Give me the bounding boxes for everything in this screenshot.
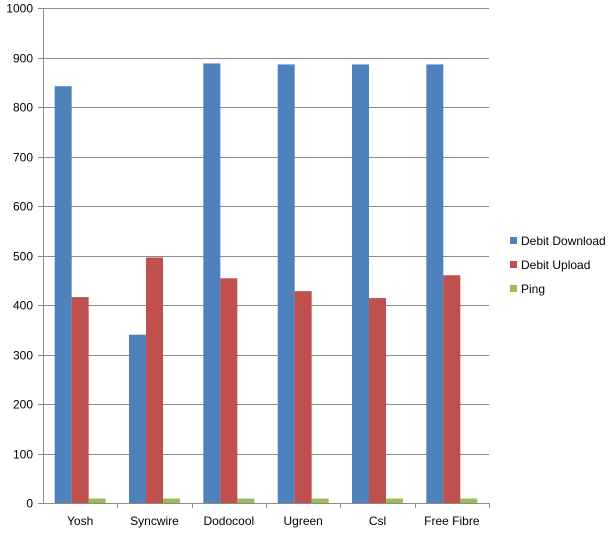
y-tick-label: 100 [13,448,33,462]
legend: Debit Download Debit Upload Ping [510,234,606,296]
x-tick-label: Ugreen [283,514,322,528]
bar-debit-upload [146,257,163,503]
legend-label: Ping [521,282,545,296]
bar-ping [88,498,106,503]
y-tick-label: 1000 [6,2,33,16]
bar-ping [386,498,403,503]
bar-ping [163,498,180,503]
bar-ping [237,498,255,503]
legend-swatch [510,237,517,244]
y-tick-label: 500 [13,250,33,264]
x-tick-label: Csl [369,514,386,528]
y-axis-tick-labels: 0 100 200 300 400 500 600 700 800 900 1000 [6,2,33,511]
legend-swatch [510,285,517,292]
bar-debit-download [54,86,72,504]
y-tick-label: 0 [26,497,33,511]
x-tick-label: Yosh [67,514,93,528]
legend-swatch [510,261,517,268]
gridlines [43,8,489,455]
y-tick-label: 300 [13,349,33,363]
x-tick-label: Syncwire [130,514,179,528]
bar-ping [460,498,478,503]
bar-debit-download [426,64,444,504]
y-tick-label: 600 [13,200,33,214]
bar-debit-download [203,63,221,503]
y-tick-label: 400 [13,299,33,313]
bars [54,63,478,504]
bar-debit-upload [220,278,238,503]
bar-debit-upload [294,291,312,503]
y-tick-label: 900 [13,52,33,66]
axes [38,8,490,508]
bar-debit-download [129,334,146,503]
x-axis-tick-labels: Yosh Syncwire Dodocool Ugreen Csl Free Fibre [67,514,480,528]
bar-debit-upload [71,297,89,503]
bar-debit-upload [443,275,461,503]
y-tick-label: 200 [13,398,33,412]
legend-label: Debit Upload [521,258,590,272]
x-tick-label: Dodocool [203,514,254,528]
bar-ping [311,498,329,503]
y-tick-label: 700 [13,151,33,165]
y-tick-label: 800 [13,101,33,115]
legend-label: Debit Download [521,234,606,248]
bar-debit-upload [369,298,386,503]
bar-debit-download [352,64,369,504]
x-tick-label: Free Fibre [424,514,480,528]
bar-debit-download [277,64,295,504]
